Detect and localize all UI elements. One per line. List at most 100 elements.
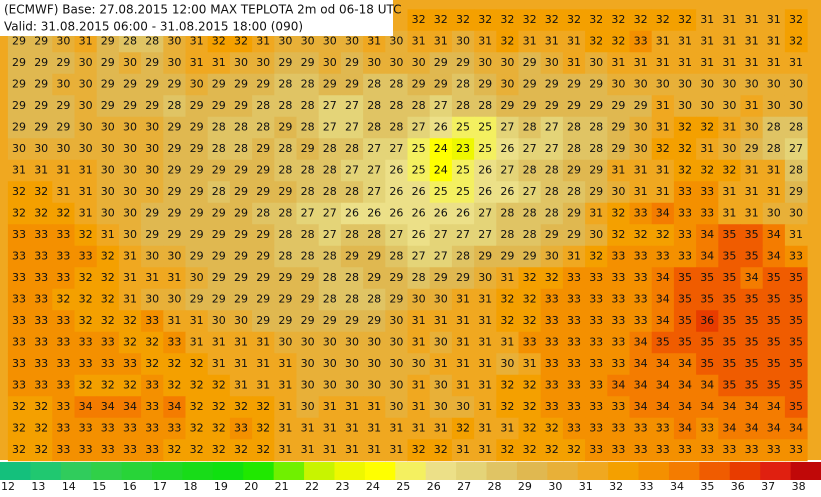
cell xyxy=(229,417,253,440)
cell-value: 33 xyxy=(589,379,603,392)
cell-value: 29 xyxy=(145,228,159,241)
cell xyxy=(318,310,342,333)
cell-value: 30 xyxy=(434,293,448,306)
cell xyxy=(651,439,675,462)
cell xyxy=(96,30,120,53)
cell xyxy=(518,95,542,118)
cell-value: 35 xyxy=(767,379,781,392)
cell xyxy=(673,9,697,32)
cell-value: 32 xyxy=(12,400,26,413)
cell-value: 33 xyxy=(567,293,581,306)
cell-value: 29 xyxy=(256,293,270,306)
cell-value: 29 xyxy=(589,164,603,177)
cell xyxy=(451,310,475,333)
cell xyxy=(607,245,630,268)
cell-value: 31 xyxy=(678,56,692,69)
cell xyxy=(762,224,786,247)
cell xyxy=(96,138,120,161)
legend-label: 27 xyxy=(457,480,471,493)
cell-value: 32 xyxy=(700,164,714,177)
cell-value: 30 xyxy=(301,336,315,349)
cell-value: 29 xyxy=(101,35,115,48)
cell-value: 30 xyxy=(789,78,803,91)
cell xyxy=(718,224,741,247)
cell-value: 31 xyxy=(611,164,625,177)
cell xyxy=(651,288,675,311)
cell-value: 27 xyxy=(478,228,492,241)
cell-value: 32 xyxy=(656,142,670,155)
cell xyxy=(474,181,497,204)
cell-value: 33 xyxy=(767,443,781,456)
cell-value: 32 xyxy=(500,443,514,456)
cell-value: 33 xyxy=(589,422,603,435)
cell-value: 29 xyxy=(567,228,581,241)
cell-value: 30 xyxy=(789,207,803,220)
cell xyxy=(474,224,497,247)
cell xyxy=(96,396,120,419)
cell xyxy=(96,417,120,440)
cell xyxy=(252,267,275,290)
cell xyxy=(407,159,431,182)
cell xyxy=(562,396,586,419)
cell xyxy=(163,353,186,376)
cell-value: 26 xyxy=(500,142,514,155)
cell xyxy=(651,30,675,53)
cell-value: 28 xyxy=(523,164,537,177)
cell xyxy=(318,353,342,376)
cell-value: 32 xyxy=(434,443,448,456)
cell xyxy=(7,52,31,75)
cell-value: 31 xyxy=(523,35,537,48)
cell xyxy=(252,30,275,53)
cell xyxy=(518,116,542,139)
cell-value: 25 xyxy=(478,121,492,134)
cell xyxy=(296,288,320,311)
cell-value: 28 xyxy=(212,185,226,198)
cell xyxy=(318,116,342,139)
cell-value: 31 xyxy=(656,121,670,134)
cell-value: 30 xyxy=(123,56,137,69)
cell xyxy=(651,417,675,440)
cell-value: 29 xyxy=(101,56,115,69)
cell-value: 32 xyxy=(79,293,93,306)
cell xyxy=(118,181,142,204)
cell-value: 29 xyxy=(190,250,204,263)
cell-value: 32 xyxy=(700,121,714,134)
cell-value: 34 xyxy=(123,400,137,413)
cell-value: 29 xyxy=(611,99,625,112)
cell-value: 29 xyxy=(412,78,426,91)
cell-value: 30 xyxy=(656,78,670,91)
cell xyxy=(762,30,786,53)
cell-value: 29 xyxy=(589,185,603,198)
cell xyxy=(318,331,342,354)
cell-value: 29 xyxy=(278,293,292,306)
cell-value: 29 xyxy=(301,56,315,69)
cell-value: 30 xyxy=(145,164,159,177)
legend-label: 32 xyxy=(609,480,623,493)
legend-swatch xyxy=(334,462,366,480)
cell xyxy=(784,267,808,290)
cell xyxy=(363,331,386,354)
cell xyxy=(718,374,741,397)
cell xyxy=(562,417,586,440)
cell-value: 34 xyxy=(767,422,781,435)
cell xyxy=(629,374,653,397)
cell-value: 32 xyxy=(56,293,70,306)
cell-value: 32 xyxy=(589,13,603,26)
cell-value: 27 xyxy=(500,164,514,177)
cell-value: 31 xyxy=(256,379,270,392)
cell xyxy=(562,30,586,53)
cell-value: 28 xyxy=(345,293,359,306)
cell xyxy=(52,224,75,247)
cell-value: 31 xyxy=(722,35,736,48)
cell-value: 27 xyxy=(367,185,381,198)
cell-value: 30 xyxy=(389,35,403,48)
cell xyxy=(52,95,75,118)
cell-value: 30 xyxy=(700,99,714,112)
cell xyxy=(96,267,120,290)
cell xyxy=(718,396,741,419)
cell xyxy=(474,310,497,333)
cell-value: 28 xyxy=(567,121,581,134)
cell-value: 35 xyxy=(722,293,736,306)
cell-value: 34 xyxy=(656,293,670,306)
